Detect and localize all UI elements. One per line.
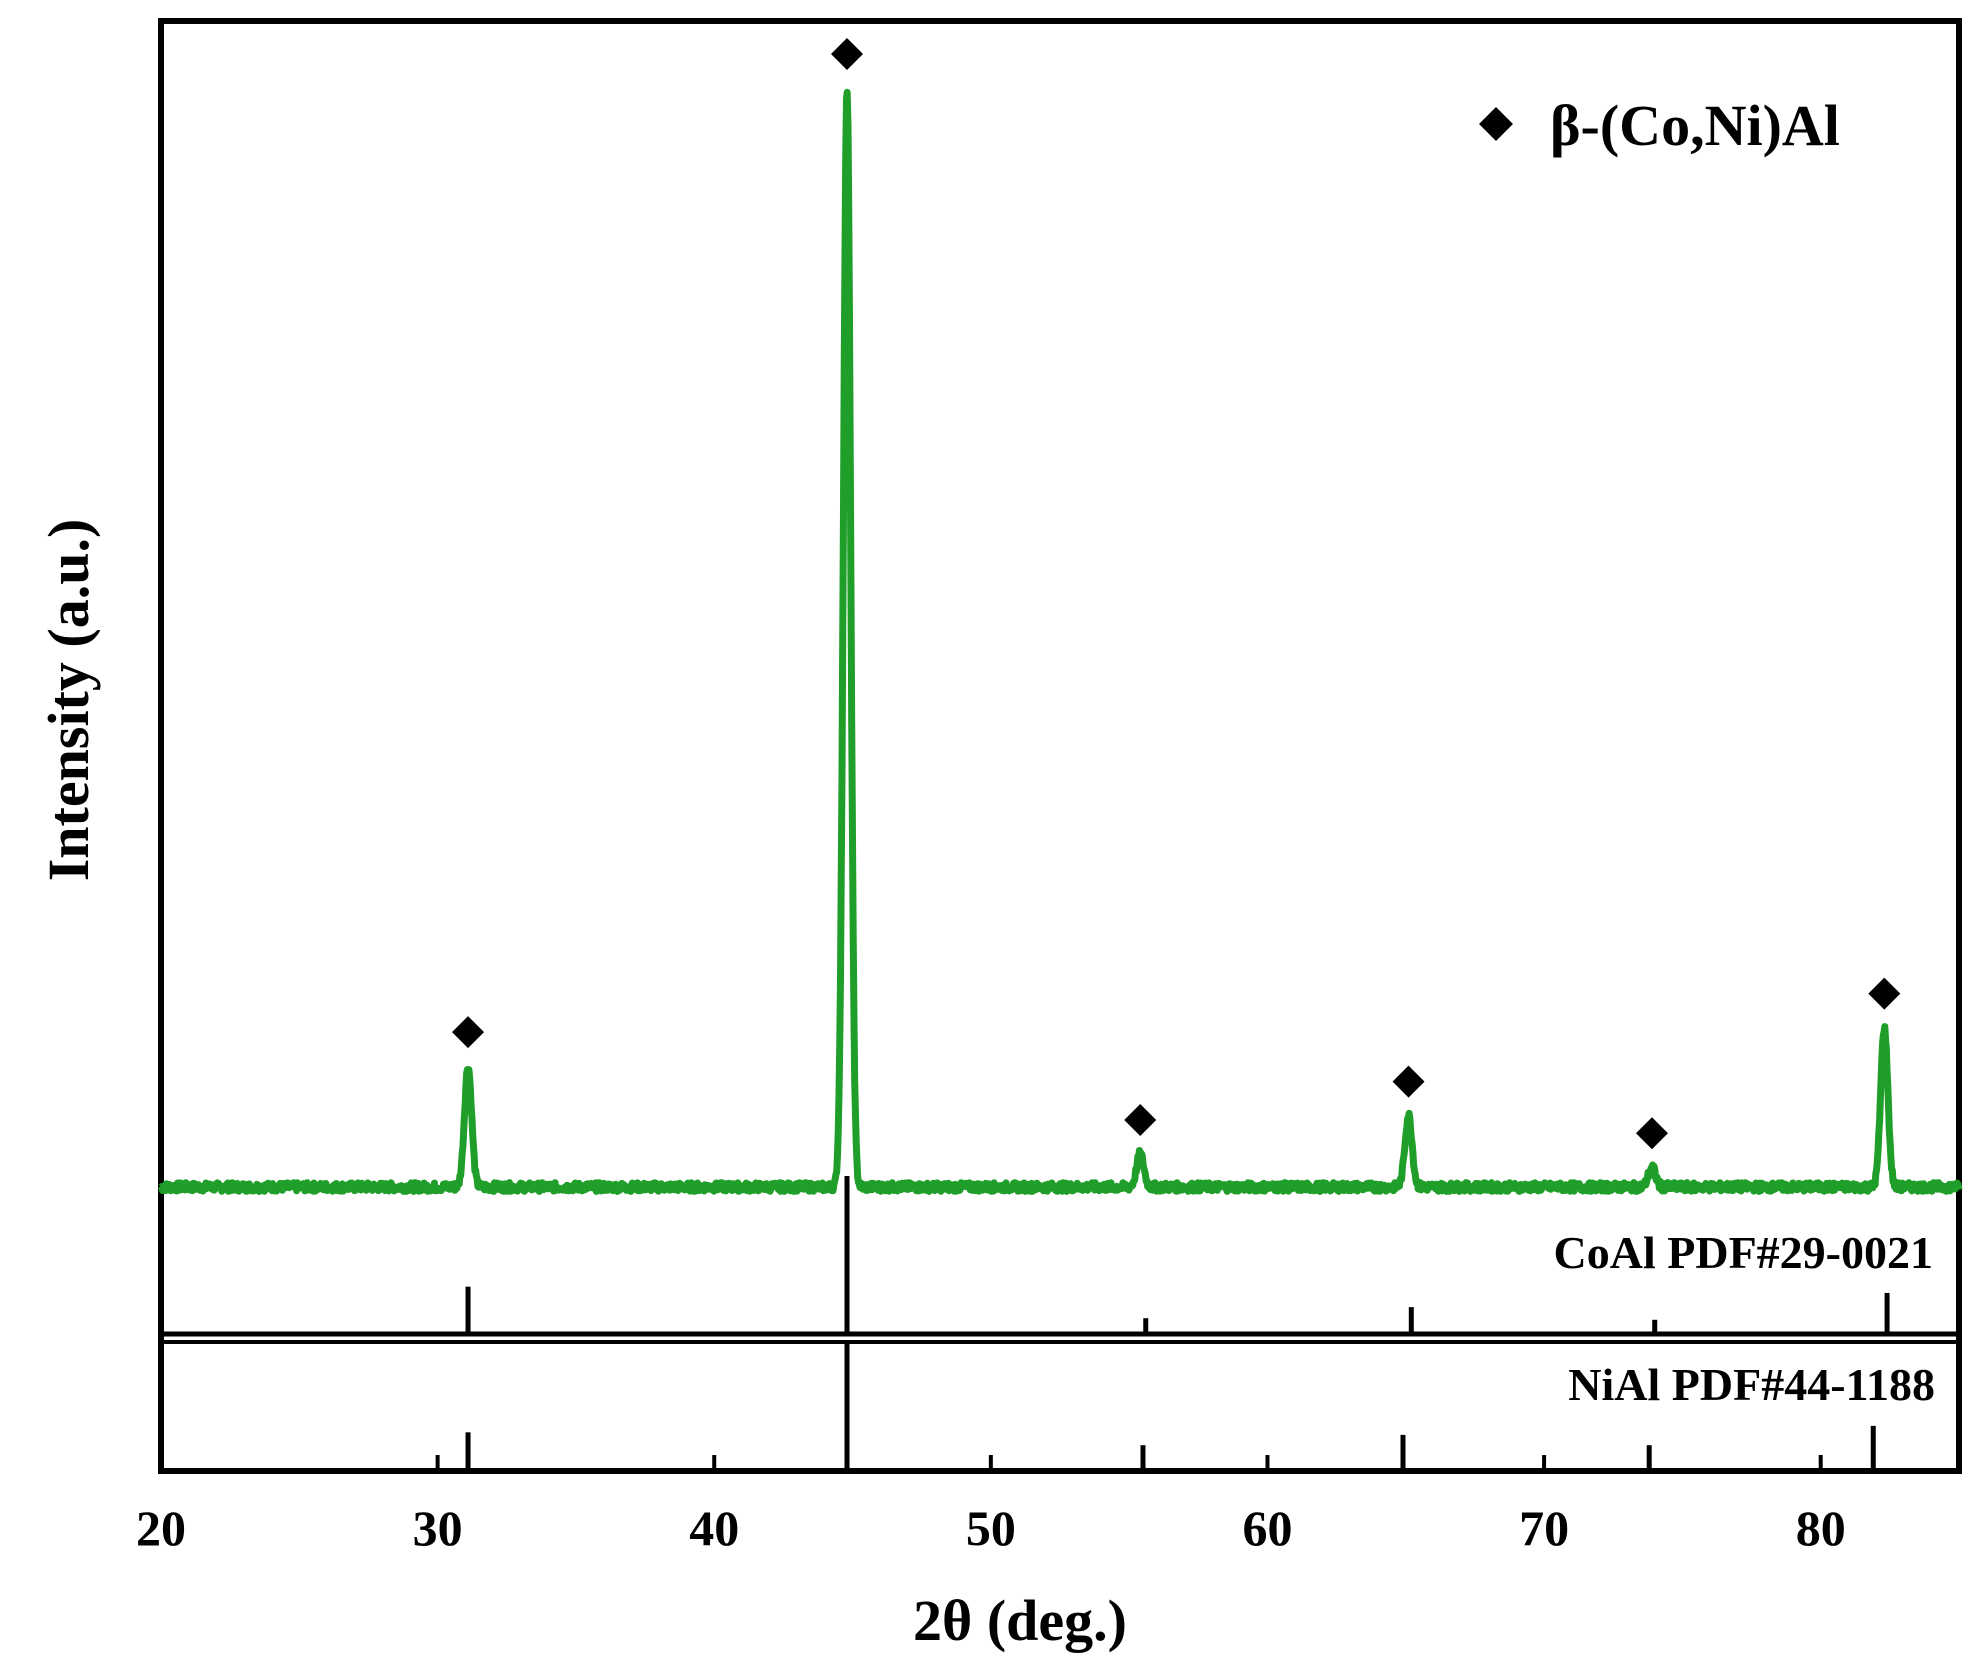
legend-label: β-(Co,Ni)Al	[1550, 93, 1840, 158]
x-tick-label: 80	[1796, 1500, 1846, 1556]
reference-label-coal: CoAl PDF#29-0021	[1554, 1227, 1933, 1278]
peak-diamond-marker	[1635, 1117, 1668, 1150]
x-tick-label: 70	[1519, 1500, 1569, 1556]
reference-label-nial: NiAl PDF#44-1188	[1568, 1359, 1935, 1410]
x-tick-label: 20	[136, 1500, 186, 1556]
peak-diamond-marker	[831, 38, 864, 70]
peak-diamond-marker	[452, 1016, 485, 1049]
peak-diamond-marker	[1124, 1104, 1157, 1137]
x-tick-label: 60	[1242, 1500, 1292, 1556]
peak-diamond-marker	[1868, 977, 1901, 1010]
x-tick-label: 50	[966, 1500, 1016, 1556]
reference-lines	[465, 1176, 1890, 1471]
peak-diamond-marker	[1392, 1065, 1425, 1098]
x-tick-label: 40	[689, 1500, 739, 1556]
x-tick-label: 30	[413, 1500, 463, 1556]
x-axis-title: 2θ (deg.)	[913, 1588, 1127, 1653]
y-axis-title: Intensity (a.u.)	[36, 519, 101, 882]
x-axis-ticks: 20 30 40 50 60 70 80	[136, 1455, 1846, 1556]
plot-frame	[158, 18, 1962, 1474]
peak-markers	[452, 38, 1901, 1150]
xrd-pattern-line	[158, 88, 1963, 1195]
legend-diamond-marker	[1479, 107, 1513, 141]
